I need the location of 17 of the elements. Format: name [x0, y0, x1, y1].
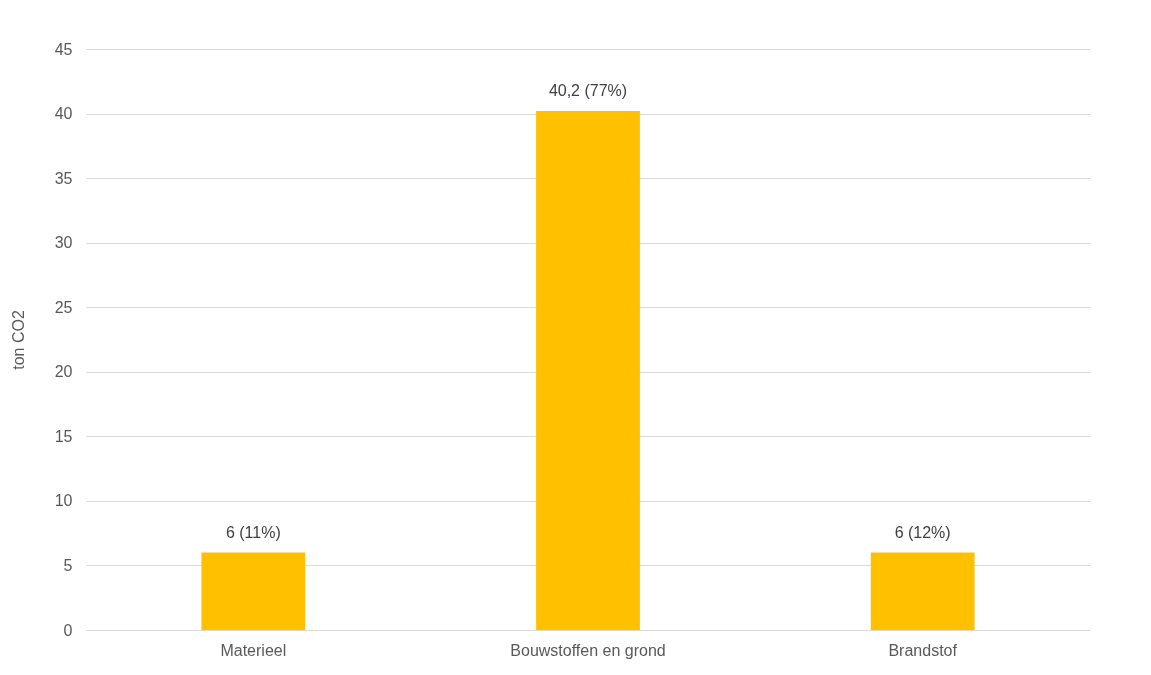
y-tick-label: 40	[54, 105, 73, 123]
y-tick-label: 10	[54, 492, 73, 510]
y-tick-label: 30	[54, 234, 73, 252]
data-label: 6 (12%)	[894, 523, 951, 541]
x-tick-label: Brandstof	[888, 641, 958, 659]
y-tick-label: 25	[54, 298, 73, 316]
data-label: 40,2 (77%)	[548, 81, 628, 99]
y-tick-label: 35	[54, 169, 73, 187]
y-tick-label: 45	[54, 40, 73, 58]
y-tick-label: 0	[63, 621, 73, 639]
y-tick-label: 20	[54, 363, 73, 381]
y-tick-label: 5	[63, 556, 73, 574]
x-tick-label: Bouwstoffen en grond	[510, 641, 666, 659]
x-tick-label: Materieel	[220, 641, 287, 659]
y-axis-title: ton CO2	[9, 310, 27, 370]
y-tick-label: 15	[54, 427, 73, 445]
data-label: 6 (11%)	[225, 523, 281, 541]
